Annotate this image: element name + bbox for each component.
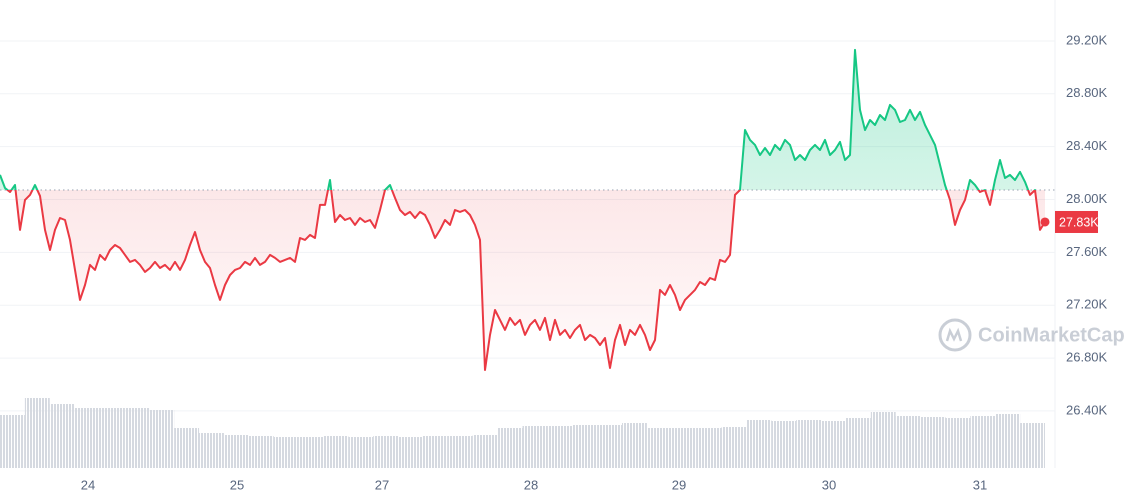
y-tick-label: 29.20K <box>1066 32 1108 47</box>
x-tick-label: 28 <box>524 477 538 492</box>
volume-bar <box>373 436 399 468</box>
volume-bar <box>174 428 200 468</box>
volume-bar <box>422 436 448 468</box>
y-tick-label: 26.40K <box>1066 402 1108 417</box>
x-tick-label: 30 <box>822 477 836 492</box>
volume-bar <box>99 408 125 468</box>
volume-bar <box>870 412 896 468</box>
volume-bar <box>671 428 697 468</box>
price-line-up <box>0 48 1037 191</box>
last-point <box>1040 217 1050 227</box>
volume-bar <box>721 427 747 468</box>
watermark-text: CoinMarketCap <box>978 324 1125 346</box>
volume-bar <box>248 436 274 468</box>
volume-bar <box>920 417 946 468</box>
x-tick-label: 25 <box>230 477 244 492</box>
volume-bar <box>273 437 299 468</box>
volume-bar <box>223 435 249 468</box>
volume-bar <box>398 437 423 468</box>
y-tick-label: 27.60K <box>1066 244 1108 259</box>
volume-bar <box>472 435 498 468</box>
watermark-logo <box>938 318 972 352</box>
volume-bar <box>199 433 224 468</box>
volume-bar <box>323 436 349 468</box>
volume-bar <box>597 425 623 468</box>
volume-bar <box>895 416 921 468</box>
y-tick-label: 26.80K <box>1066 350 1108 365</box>
volume-bar <box>646 428 672 468</box>
volume-bar <box>74 408 100 468</box>
volume-bar <box>1020 423 1045 468</box>
volume-bar <box>497 428 523 468</box>
volume-bar <box>746 420 772 468</box>
x-tick-label: 27 <box>375 477 389 492</box>
volume-bar <box>298 437 324 468</box>
area-up <box>0 49 1045 191</box>
volume-bar <box>970 416 996 468</box>
volume-bar <box>447 436 473 468</box>
x-tick-label: 31 <box>973 477 987 492</box>
volume-bar <box>348 437 374 468</box>
volume-bar <box>821 421 846 468</box>
volume-bar <box>696 428 722 468</box>
volume-bar <box>547 426 573 468</box>
volume-bar <box>572 425 598 468</box>
volume-bar <box>796 420 822 468</box>
y-tick-label: 28.00K <box>1066 191 1108 206</box>
watermark: CoinMarketCap <box>938 318 1125 352</box>
volume-bar <box>945 418 971 468</box>
volume-bar <box>522 426 548 468</box>
price-tag-label: 27.83K <box>1059 215 1099 229</box>
volume-bar <box>24 398 50 468</box>
y-tick-label: 28.80K <box>1066 85 1108 100</box>
area-down <box>7 190 1045 370</box>
y-tick-label: 28.40K <box>1066 138 1108 153</box>
volume-bar <box>49 404 75 468</box>
x-tick-label: 24 <box>81 477 95 492</box>
y-tick-label: 27.20K <box>1066 297 1108 312</box>
x-tick-label: 29 <box>672 477 686 492</box>
volume-bar <box>149 410 175 468</box>
volume-bar <box>622 423 647 468</box>
watermark-logo-mark <box>945 327 963 342</box>
volume-bar <box>995 414 1021 468</box>
volume-bar <box>771 421 797 468</box>
volume-bar <box>0 415 25 468</box>
price-line-down <box>5 190 1046 371</box>
volume-bar <box>845 418 871 468</box>
volume-bar <box>124 408 150 468</box>
price-tag <box>1055 210 1098 233</box>
